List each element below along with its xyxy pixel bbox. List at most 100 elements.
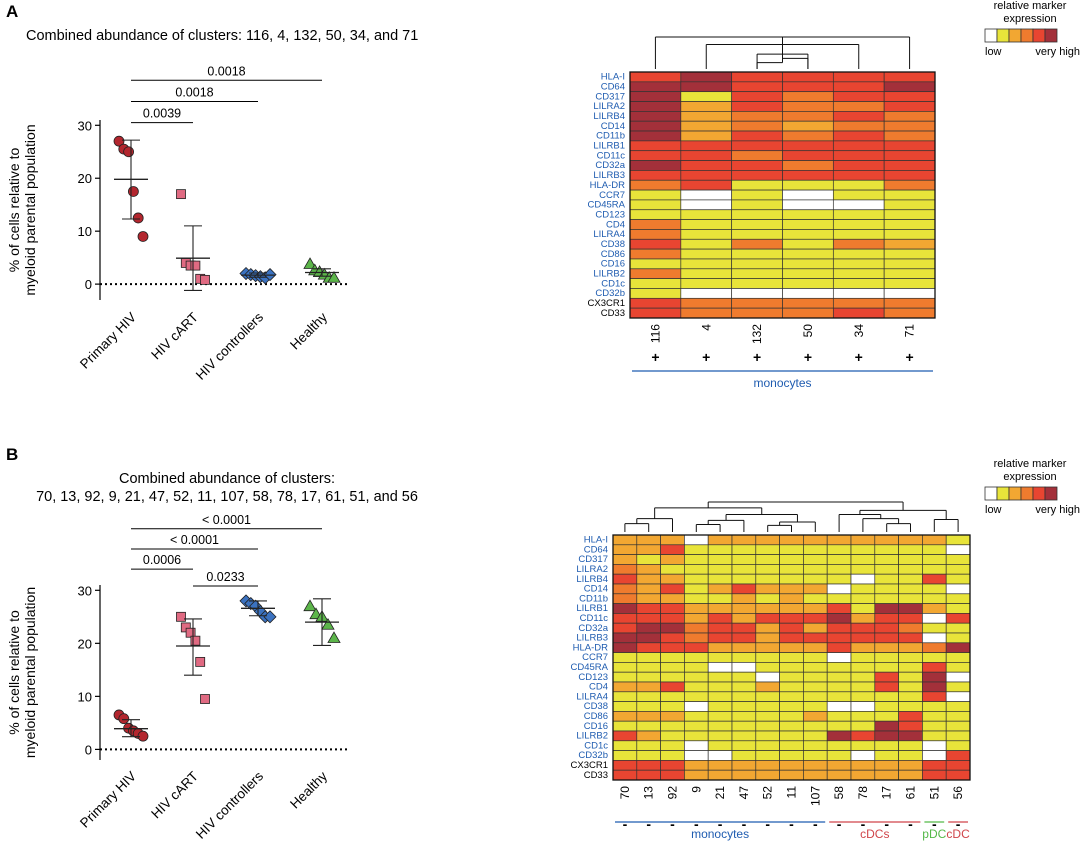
heatmap-b-cell <box>731 750 757 761</box>
heatmap-b-cell <box>755 534 780 546</box>
heatmap-b-cell <box>707 662 733 673</box>
heatmap-b-cell <box>850 681 876 693</box>
heatmap-b-cell <box>826 632 852 644</box>
heatmap-a-cell <box>832 219 885 230</box>
heatmap-b-row-label: CD86 <box>584 711 608 722</box>
heatmap-a-cell <box>731 120 783 132</box>
heatmap-a-cell <box>883 170 936 181</box>
heatmap-b-cell <box>874 671 899 683</box>
heatmap-b-cell <box>707 671 733 683</box>
scatter-b-ylabel-line1: % of cells relative to <box>6 610 22 735</box>
heatmap-b-cell <box>922 613 947 624</box>
panel-label-a: A <box>6 2 19 21</box>
heatmap-b-cell <box>898 750 923 761</box>
heatmap-a-cell <box>731 189 783 201</box>
scatter-b-ylabel-line2: myeloid parental population <box>22 587 38 758</box>
heatmap-b-cell <box>779 554 804 565</box>
heatmap-b-cell <box>612 681 638 693</box>
heatmap-a-cell <box>782 307 834 319</box>
heatmap-a-cell <box>782 81 834 93</box>
heatmap-a-cell <box>731 81 783 93</box>
heatmap-b-cell <box>826 691 852 702</box>
heatmap-a-cell <box>629 297 682 309</box>
legend-a-swatch <box>1044 28 1058 43</box>
heatmap-b-cell <box>826 750 852 761</box>
scatter-a-point-healthy <box>303 257 317 269</box>
heatmap-a-cell <box>832 71 885 83</box>
heatmap-b-cell <box>660 750 685 761</box>
heatmap-b-group-label: monocytes <box>691 827 749 841</box>
heatmap-b-cell <box>922 583 947 595</box>
scatter-b-sig-pvalue: < 0.0001 <box>202 513 251 527</box>
heatmap-b-cell <box>850 544 876 555</box>
heatmap-b-cell <box>612 769 638 781</box>
heatmap-a-cell <box>680 71 733 83</box>
heatmap-b-cell <box>826 652 852 663</box>
heatmap-b-cell <box>898 662 923 673</box>
heatmap-b-cell <box>874 573 899 585</box>
heatmap-b-cell <box>850 613 876 624</box>
heatmap-b-cell <box>803 554 828 565</box>
heatmap-b-cell <box>898 603 923 614</box>
heatmap-b-cell <box>779 711 804 722</box>
heatmap-b-cell <box>731 671 757 683</box>
heatmap-a-cell <box>629 81 682 93</box>
heatmap-a-cell <box>883 160 936 171</box>
heatmap-b-cell <box>779 544 804 555</box>
heatmap-a-cell <box>731 229 783 240</box>
heatmap-b-cell <box>660 720 685 732</box>
heatmap-b-cell <box>731 613 757 624</box>
heatmap-b-cell <box>612 760 638 771</box>
heatmap-a-cell <box>782 238 834 250</box>
heatmap-b-cell <box>636 662 661 673</box>
heatmap-a-cell <box>629 268 682 279</box>
heatmap-b-cell <box>922 671 947 683</box>
heatmap-b-cell <box>755 573 780 585</box>
heatmap-b-row-label: LILRB1 <box>576 603 608 614</box>
heatmap-b-cell <box>684 711 709 722</box>
heatmap-b-cell <box>803 750 828 761</box>
heatmap-b-cell <box>826 662 852 673</box>
heatmap-a-cell <box>731 170 783 181</box>
heatmap-b-cell <box>707 613 733 624</box>
heatmap-b-cell <box>684 613 709 624</box>
heatmap-b-cell <box>612 534 638 546</box>
heatmap-b-cell <box>779 632 804 644</box>
heatmap-a-cell <box>680 199 733 211</box>
heatmap-b-cell <box>612 740 638 751</box>
scatter-b-point-healthy <box>321 617 335 630</box>
scatter-b-point-healthy <box>303 599 317 612</box>
heatmap-b-cell <box>922 769 947 781</box>
heatmap-b-cell <box>731 544 757 555</box>
heatmap-b-border <box>612 534 971 781</box>
scatter-b-point-cart <box>176 611 186 622</box>
heatmap-a-cell <box>680 91 733 102</box>
heatmap-b-cell <box>826 564 852 575</box>
heatmap-a-cell <box>883 81 936 93</box>
heatmap-b-cell <box>660 662 685 673</box>
scatter-b-point-healthy <box>327 631 341 643</box>
heatmap-a-cell <box>883 278 936 289</box>
heatmap-b-cell <box>945 730 971 742</box>
scatter-a-ytick-label: 30 <box>78 118 92 133</box>
scatter-b-ytick-label: 20 <box>78 636 92 651</box>
heatmap-b-cell <box>874 534 899 546</box>
heatmap-a-cell <box>731 140 783 152</box>
legend-b-swatch <box>1032 486 1046 501</box>
heatmap-b-cell <box>636 554 661 565</box>
heatmap-a-cell <box>782 101 834 112</box>
scatter-b-ytick-label: 0 <box>85 742 92 757</box>
scatter-b-sig-pvalue: 0.0006 <box>143 553 181 567</box>
heatmap-b-cell <box>898 701 923 712</box>
heatmap-b-cell <box>731 652 757 663</box>
heatmap-b-cell <box>779 642 804 653</box>
heatmap-b-cell <box>898 681 923 693</box>
heatmap-a-row-label: CD1c <box>601 278 625 289</box>
scatter-a-title: Combined abundance of clusters: 116, 4, … <box>26 28 418 44</box>
heatmap-b-cell <box>731 632 757 644</box>
heatmap-a-cell <box>680 229 733 240</box>
heatmap-a-cell <box>883 219 936 230</box>
heatmap-b-cell <box>731 769 757 781</box>
heatmap-a-border <box>629 71 936 319</box>
heatmap-b-cell <box>779 730 804 742</box>
